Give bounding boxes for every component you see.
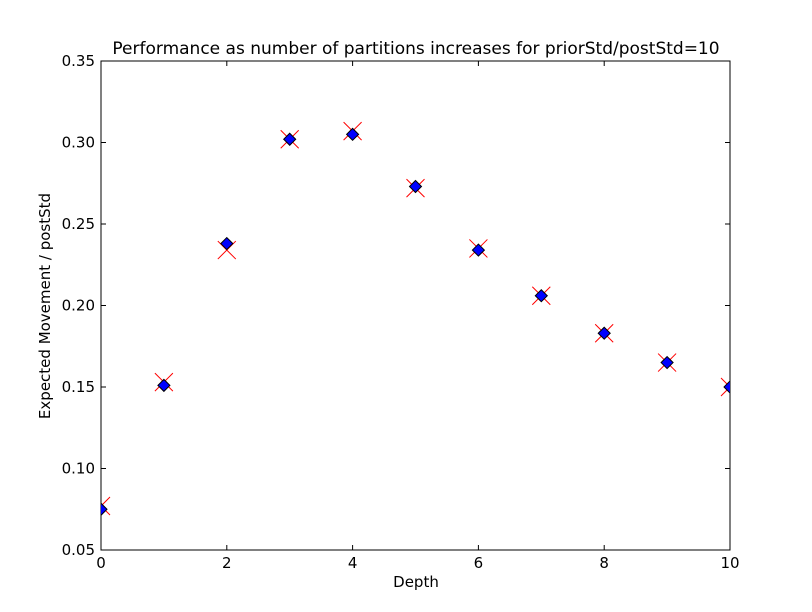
diamond-marker-point (660, 355, 674, 370)
diamond-marker-point (534, 289, 549, 303)
x-tick-label: 0 (96, 554, 106, 572)
y-axis-label: Expected Movement / postStd (36, 193, 54, 419)
x-tick-label: 10 (720, 554, 739, 572)
y-tick-label: 0.20 (62, 297, 95, 315)
x-axis-label: Depth (393, 573, 439, 591)
diamond-marker-point (408, 179, 423, 194)
y-tick-label: 0.10 (62, 460, 95, 478)
chart-title: Performance as number of partitions incr… (112, 39, 719, 59)
diamond-marker-point (220, 236, 234, 251)
diamond-marker-point (597, 326, 611, 340)
y-tick-label: 0.30 (62, 134, 95, 152)
x-tick-label: 8 (599, 554, 609, 572)
y-tick-label: 0.35 (62, 52, 95, 70)
diamond-marker-point (101, 502, 108, 516)
y-tick-label: 0.05 (62, 541, 95, 559)
data-marks (101, 121, 730, 516)
diamond-marker-point (471, 243, 486, 257)
diamond-marker-point (157, 378, 171, 393)
x-tick-label: 2 (222, 554, 232, 572)
x-marker-point (720, 377, 730, 397)
x-tick-label: 6 (474, 554, 484, 572)
plot-area (100, 60, 731, 551)
marks-clip (101, 121, 730, 516)
x-tick-label: 4 (348, 554, 358, 572)
diamond-marker-point (723, 380, 730, 394)
diamond-marker-point (282, 132, 297, 146)
diamond-marker-point (345, 127, 360, 142)
tick-labels: 0 2 4 6 8 10 0.05 0.10 0.15 0.20 0.25 0.30 0.35 (62, 52, 740, 572)
x-marker-point (101, 496, 111, 516)
y-tick-label: 0.15 (62, 378, 95, 396)
y-tick-label: 0.25 (62, 215, 95, 233)
